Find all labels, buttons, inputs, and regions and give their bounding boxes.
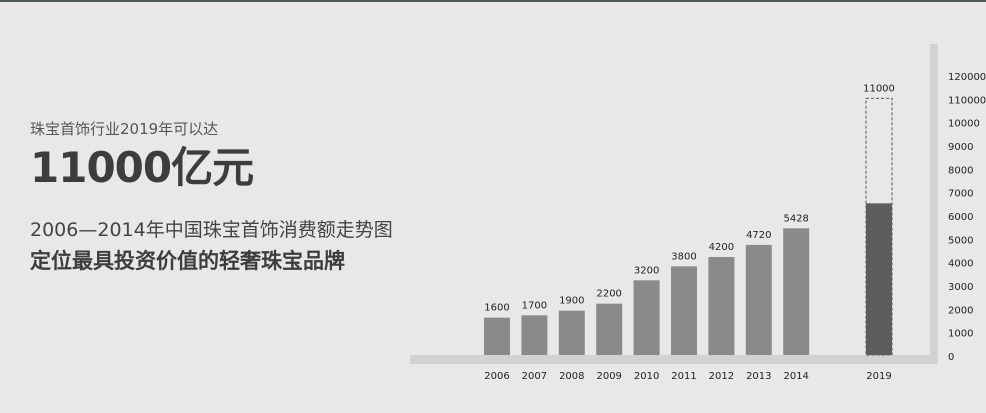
bar — [783, 228, 810, 355]
lead: 珠宝首饰行业2019年可以达 — [30, 120, 219, 138]
y-tick-label: 2000 — [948, 305, 973, 316]
axis-wall — [930, 44, 938, 364]
bar — [708, 257, 735, 355]
y-tick-label: 3000 — [948, 282, 973, 293]
bar — [521, 315, 548, 355]
value-label: 1900 — [559, 296, 584, 307]
bar — [633, 280, 660, 355]
bar — [745, 244, 772, 355]
bar — [484, 317, 510, 355]
x-tick-label: 2012 — [709, 371, 734, 382]
bar — [671, 266, 697, 355]
x-tick-label: 2019 — [866, 371, 891, 382]
value-label: 1600 — [484, 303, 509, 314]
value-label: 3200 — [634, 265, 659, 276]
value-label: 4720 — [746, 230, 771, 241]
floor — [410, 355, 938, 364]
value-label: 11000 — [863, 83, 895, 94]
y-tick-label: 110000 — [948, 95, 986, 106]
y-tick-label: 120000 — [948, 72, 986, 83]
value-label: 1700 — [522, 300, 547, 311]
headline: 11000亿元 — [30, 143, 254, 192]
y-tick-label: 10000 — [948, 119, 980, 130]
x-tick-label: 2010 — [634, 371, 659, 382]
bar-filled — [866, 203, 892, 355]
x-tick-label: 2014 — [783, 371, 808, 382]
y-tick-label: 5000 — [948, 235, 973, 246]
x-tick-label: 2007 — [522, 371, 547, 382]
subtitle: 2006—2014年中国珠宝首饰消费额走势图 — [30, 219, 393, 241]
x-tick-label: 2006 — [484, 371, 509, 382]
value-label: 5428 — [783, 213, 808, 224]
y-tick-label: 6000 — [948, 212, 973, 223]
y-tick-label: 7000 — [948, 189, 973, 200]
bar — [596, 303, 623, 355]
value-label: 4200 — [709, 242, 734, 253]
bar — [558, 310, 585, 355]
value-label: 3800 — [671, 251, 696, 262]
y-tick-label: 8000 — [948, 165, 973, 176]
x-tick-label: 2011 — [671, 371, 696, 382]
y-tick-label: 4000 — [948, 259, 973, 270]
y-tick-label: 9000 — [948, 142, 973, 153]
x-tick-label: 2013 — [746, 371, 771, 382]
y-tick-label: 1000 — [948, 329, 973, 340]
slogan: 定位最具投资价值的轻奢珠宝品牌 — [30, 249, 345, 273]
x-tick-label: 2009 — [596, 371, 621, 382]
y-tick-label: 0 — [948, 352, 954, 363]
value-label: 2200 — [596, 289, 621, 300]
x-tick-label: 2008 — [559, 371, 584, 382]
